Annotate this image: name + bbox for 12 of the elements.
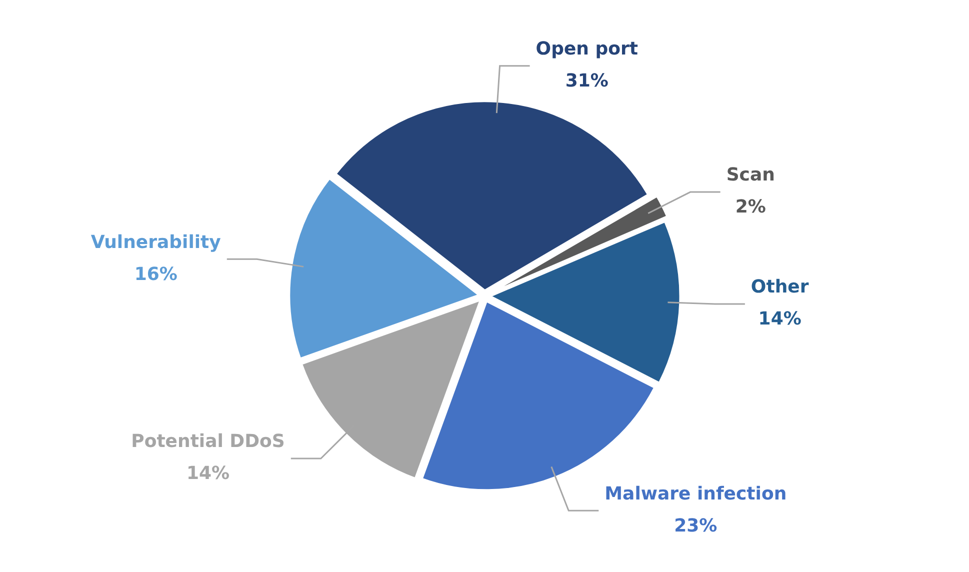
data-label: 2% [735, 196, 766, 218]
slice-label: Scan [726, 164, 775, 186]
data-label: 23% [674, 515, 718, 536]
slice-label: Vulnerability [90, 232, 222, 253]
data-label: 31% [565, 70, 608, 92]
data-label: 14% [758, 308, 802, 330]
slice-label: Malware infection [604, 483, 787, 504]
data-label: 16% [134, 264, 178, 285]
slice-label: Open port [536, 38, 638, 60]
slice-label: Potential DDoS [131, 431, 285, 452]
data-label: 14% [186, 463, 230, 484]
slice-label: Other [750, 276, 809, 298]
